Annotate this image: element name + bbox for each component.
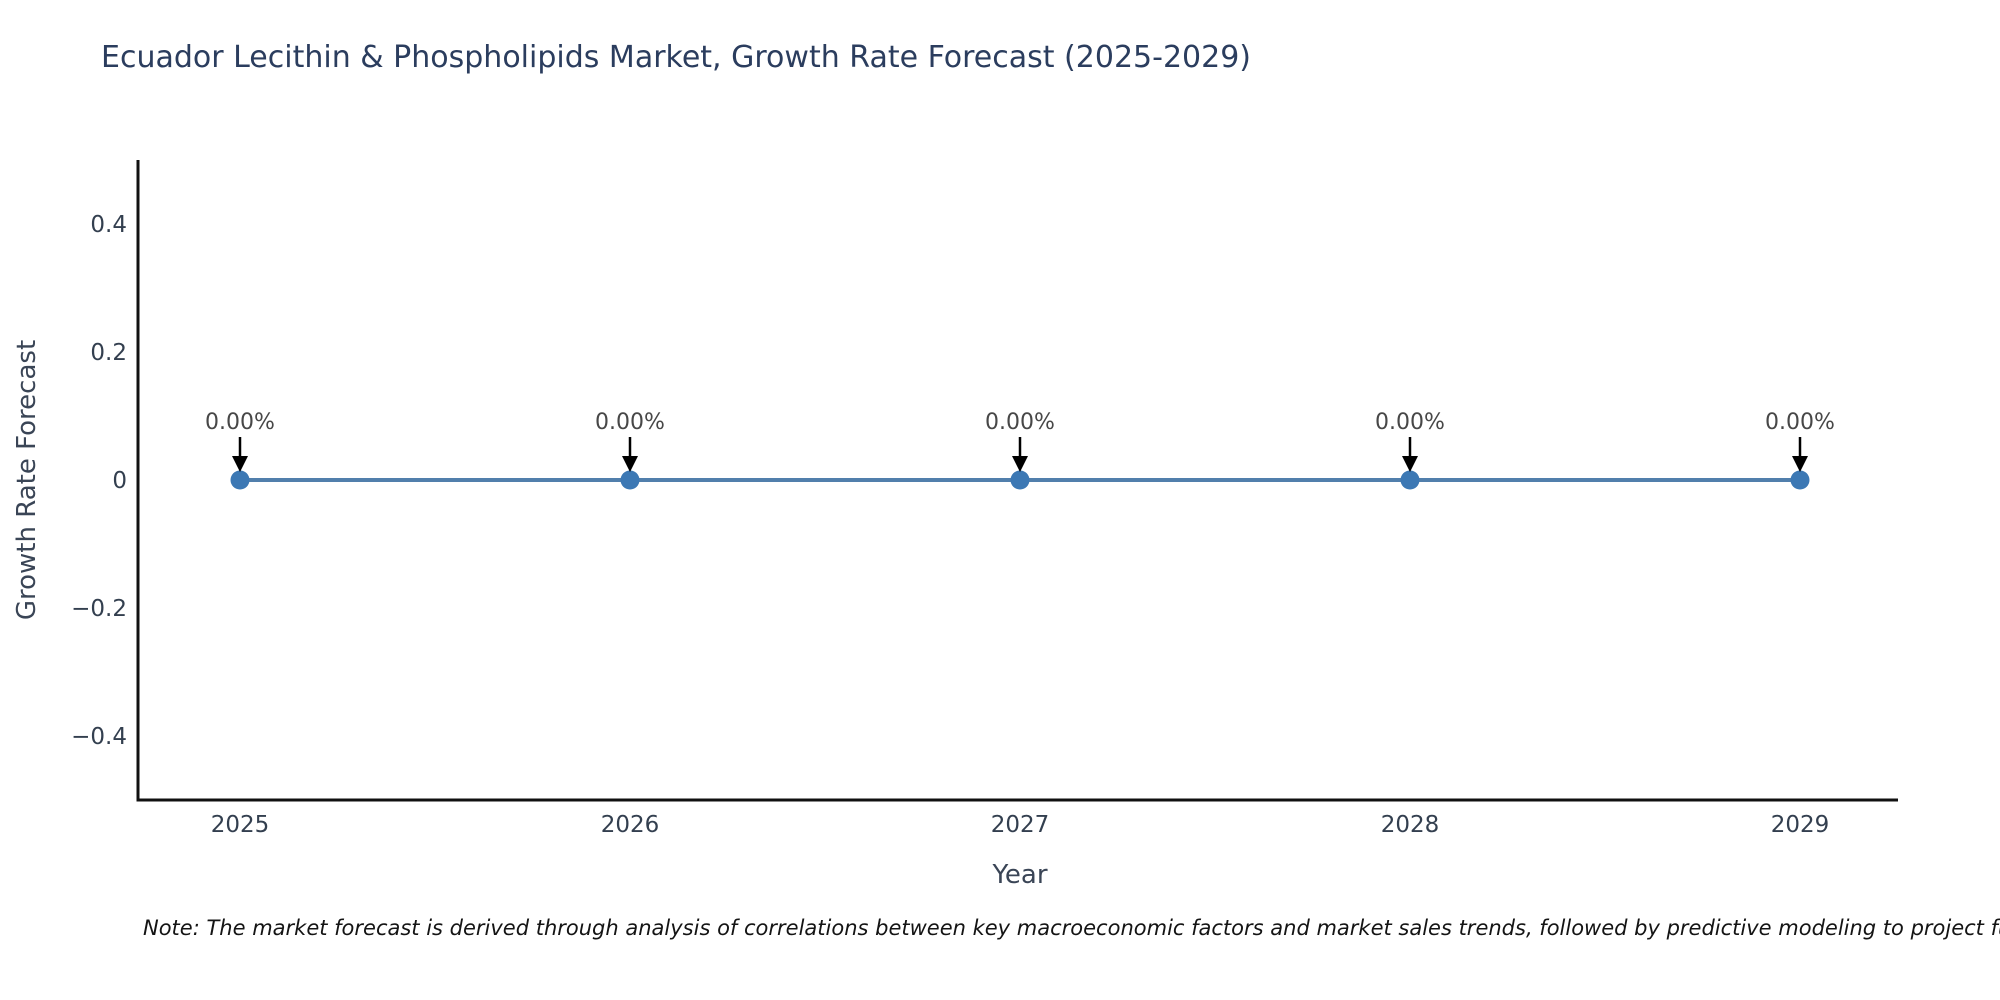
data-point-marker [230,470,250,490]
x-tick-label: 2025 [211,812,270,838]
y-tick-label: 0.4 [90,212,127,238]
x-tick-label: 2028 [1381,812,1440,838]
annotation-arrow-head [1792,456,1808,472]
data-point-marker [1010,470,1030,490]
y-tick-label: 0.2 [90,340,127,366]
y-tick-label: 0 [112,468,127,494]
footnote: Note: The market forecast is derived thr… [143,916,2000,940]
y-tick-label: −0.4 [71,724,127,750]
annotation-label: 0.00% [205,410,275,435]
x-tick-label: 2027 [991,812,1050,838]
annotation-label: 0.00% [985,410,1055,435]
chart-title: Ecuador Lecithin & Phospholipids Market,… [101,40,1251,75]
y-tick-label: −0.2 [71,596,127,622]
x-tick-label: 2029 [1771,812,1830,838]
x-tick-label: 2026 [601,812,660,838]
annotation-label: 0.00% [1765,410,1835,435]
annotation-arrow-head [1402,456,1418,472]
annotation-label: 0.00% [1375,410,1445,435]
data-point-marker [1790,470,1810,490]
data-point-marker [1400,470,1420,490]
annotation-arrow-head [1012,456,1028,472]
annotation-arrow-head [622,456,638,472]
annotation-arrow-head [232,456,248,472]
data-point-marker [620,470,640,490]
x-axis-title: Year [992,860,1048,890]
annotation-label: 0.00% [595,410,665,435]
